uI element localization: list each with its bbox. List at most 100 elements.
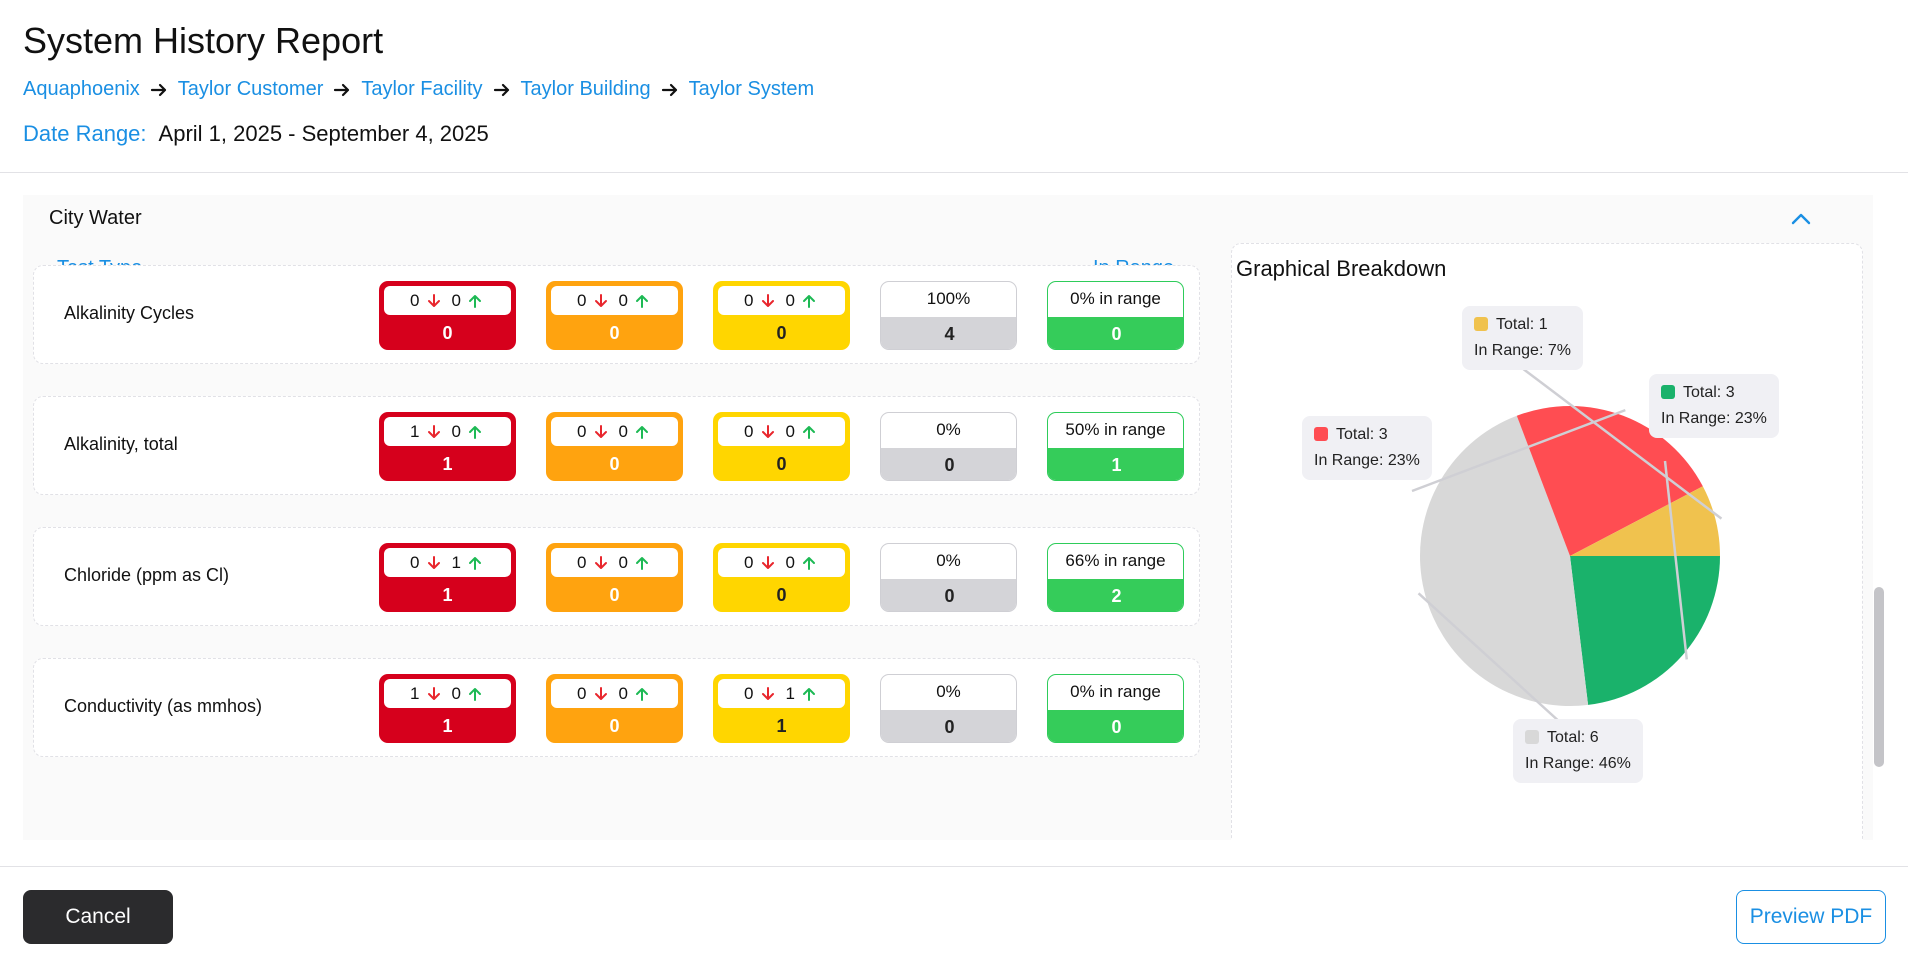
- high-count: 0: [785, 290, 795, 310]
- cancel-button[interactable]: Cancel: [23, 890, 173, 944]
- test-type-name: Chloride (ppm as Cl): [64, 565, 230, 585]
- slice-total-label: Total: 6: [1547, 729, 1599, 746]
- slice-tooltip: Total: 3 In Range: 23%: [1302, 416, 1432, 480]
- gray-range-card: 0% 0: [880, 543, 1017, 612]
- in-range-percent: 66% in range: [1065, 551, 1166, 570]
- pie-slice[interactable]: [1516, 406, 1703, 556]
- low-count: 1: [410, 421, 420, 441]
- high-count: 0: [785, 552, 795, 572]
- in-range-total: 0: [1048, 710, 1183, 742]
- orange-range-card: 0 0 0: [546, 412, 683, 481]
- gray-total: 4: [881, 317, 1016, 349]
- breadcrumb-facility[interactable]: Taylor Facility: [361, 78, 483, 100]
- scrollbar-thumb[interactable]: [1874, 587, 1884, 767]
- leader-line: [1411, 408, 1626, 493]
- table-row: Alkalinity Cycles 0 0 0 0 0 0 0 0 0 100% 4 0% in ran…: [33, 265, 1200, 364]
- slice-tooltip: Total: 6 In Range: 46%: [1513, 719, 1643, 783]
- leader-line: [1521, 367, 1723, 520]
- arrow-down-icon: [427, 424, 440, 438]
- high-count: 1: [451, 552, 461, 572]
- table-row: Conductivity (as mmhos) 1 0 1 0 0 0 0 1 1 0% 0 0% in…: [33, 658, 1200, 757]
- arrow-right-icon: [150, 81, 168, 99]
- low-count: 0: [744, 552, 754, 572]
- arrow-right-icon: [493, 81, 511, 99]
- scrollbar[interactable]: [1873, 195, 1885, 840]
- section-title: City Water: [49, 207, 142, 229]
- arrow-right-icon: [333, 81, 351, 99]
- slice-range-label: In Range: 7%: [1474, 342, 1571, 359]
- table-row: Chloride (ppm as Cl) 0 1 1 0 0 0 0 0 0 0% 0 66% in r…: [33, 527, 1200, 626]
- red-range-total: 1: [442, 585, 453, 605]
- arrow-down-icon: [427, 293, 440, 307]
- arrow-up-icon: [802, 687, 815, 701]
- low-count: 0: [744, 290, 754, 310]
- date-range: Date Range: April 1, 2025 - September 4,…: [23, 121, 489, 147]
- test-type-name: Alkalinity, total: [64, 434, 178, 454]
- breadcrumb-system[interactable]: Taylor System: [688, 78, 815, 100]
- legend-swatch: [1525, 730, 1539, 744]
- low-count: 0: [744, 421, 754, 441]
- breadcrumb-customer[interactable]: Taylor Customer: [177, 78, 324, 100]
- arrow-down-icon: [761, 555, 774, 569]
- report-header: System History Report Aquaphoenix Taylor…: [0, 0, 1908, 173]
- high-count: 0: [618, 552, 628, 572]
- gray-percent: 100%: [926, 289, 971, 308]
- gray-range-card: 0% 0: [880, 412, 1017, 481]
- slice-range-label: In Range: 23%: [1661, 410, 1767, 427]
- in-range-percent: 0% in range: [1070, 682, 1161, 701]
- high-count: 0: [618, 421, 628, 441]
- pie-slice[interactable]: [1570, 556, 1720, 705]
- gray-range-card: 0% 0: [880, 674, 1017, 743]
- yellow-range-total: 0: [776, 585, 787, 605]
- low-count: 0: [577, 290, 587, 310]
- in-range-card: 66% in range 2: [1047, 543, 1184, 612]
- breadcrumb: Aquaphoenix Taylor Customer Taylor Facil…: [23, 78, 814, 101]
- pie-slice[interactable]: [1570, 486, 1720, 556]
- breadcrumb-aquaphoenix[interactable]: Aquaphoenix: [23, 78, 140, 100]
- gray-percent: 0%: [936, 682, 961, 701]
- low-count: 0: [577, 421, 587, 441]
- arrow-up-icon: [468, 687, 481, 701]
- arrow-down-icon: [761, 424, 774, 438]
- section-panel: City Water Test Type In Range Alkalinity…: [23, 195, 1873, 840]
- arrow-down-icon: [594, 293, 607, 307]
- in-range-card: 50% in range 1: [1047, 412, 1184, 481]
- yellow-range-total: 1: [776, 716, 787, 736]
- leader-line: [1417, 592, 1563, 725]
- in-range-card: 0% in range 0: [1047, 674, 1184, 743]
- low-count: 0: [410, 552, 420, 572]
- slice-total-label: Total: 3: [1336, 426, 1388, 443]
- low-count: 0: [744, 683, 754, 703]
- orange-range-total: 0: [609, 454, 620, 474]
- chevron-up-icon[interactable]: [1789, 207, 1813, 231]
- pie-chart: [1411, 367, 1723, 725]
- orange-range-total: 0: [609, 716, 620, 736]
- breadcrumb-building[interactable]: Taylor Building: [520, 78, 651, 100]
- legend-swatch: [1314, 427, 1328, 441]
- high-count: 1: [785, 683, 795, 703]
- orange-range-total: 0: [609, 585, 620, 605]
- arrow-up-icon: [802, 425, 815, 439]
- preview-pdf-button[interactable]: Preview PDF: [1736, 890, 1886, 944]
- gray-percent: 0%: [936, 551, 961, 570]
- leader-line: [1663, 460, 1689, 660]
- red-range-total: 1: [442, 454, 453, 474]
- arrow-up-icon: [635, 294, 648, 308]
- arrow-up-icon: [635, 556, 648, 570]
- arrow-down-icon: [594, 555, 607, 569]
- gray-percent: 0%: [936, 420, 961, 439]
